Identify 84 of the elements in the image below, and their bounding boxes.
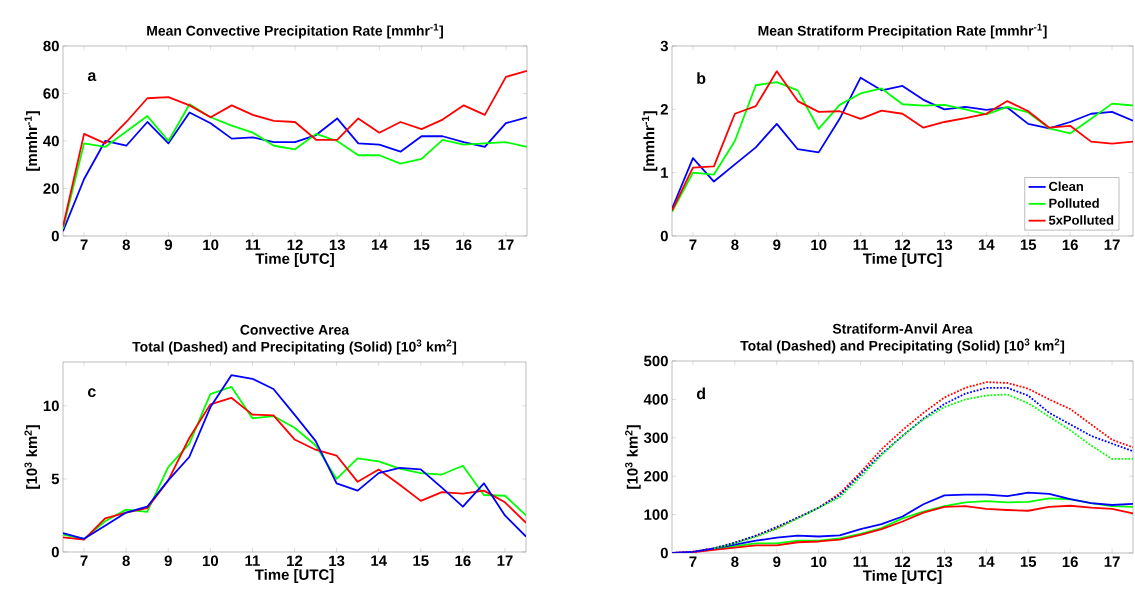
- x-tick-label: 15: [414, 239, 430, 250]
- x-tick-label: 14: [371, 239, 388, 250]
- y-tick-label: 100: [644, 509, 668, 520]
- y-tick-label: 10: [43, 400, 59, 412]
- x-tick-label: 8: [731, 556, 739, 568]
- x-tick-label: 16: [1062, 556, 1078, 568]
- y-axis-title: [mmhr$^{-1}$]: [641, 111, 658, 171]
- annotation: c: [87, 388, 96, 398]
- x-tick-label: 16: [1062, 239, 1078, 251]
- x-tick-label: 17: [1104, 239, 1120, 250]
- x-tick-label: 17: [497, 555, 513, 566]
- x-tick-label: 8: [122, 555, 130, 567]
- y-tick-label: 60: [43, 88, 59, 99]
- x-axis-title: Time [UTC]: [862, 569, 942, 584]
- x-tick-label: 11: [245, 239, 261, 250]
- x-tick-label: 17: [1104, 556, 1120, 567]
- y-tick-label: 3: [660, 40, 668, 52]
- x-tick-label: 7: [689, 556, 697, 567]
- y-tick-label: 200: [644, 470, 668, 482]
- x-tick-label: 7: [80, 555, 88, 566]
- x-tick-label: 9: [773, 239, 781, 251]
- x-tick-label: 15: [413, 555, 429, 566]
- x-tick-label: 11: [853, 239, 869, 250]
- annotation: a: [87, 72, 97, 82]
- chart-subtitle: Total (Dashed) and Precipitating (Solid) [10$^{3}$ km$^{2}$]: [132, 339, 457, 355]
- x-tick-label: 15: [1020, 239, 1037, 250]
- x-tick-label: 12: [287, 555, 303, 566]
- x-tick-label: 12: [895, 556, 911, 567]
- y-tick-label: 0: [51, 546, 59, 558]
- x-tick-label: 10: [203, 239, 219, 251]
- x-tick-label: 13: [937, 239, 953, 251]
- x-tick-label: 17: [498, 239, 514, 250]
- x-tick-label: 14: [978, 239, 995, 250]
- chart-title: Mean Convective Precipitation Rate [mmhr$^{-1}$]: [147, 23, 443, 39]
- x-tick-label: 7: [689, 239, 697, 250]
- x-tick-label: 12: [287, 239, 303, 250]
- y-tick-label: 0: [660, 230, 668, 242]
- x-tick-label: 11: [245, 555, 260, 566]
- x-tick-label: 15: [1020, 556, 1037, 567]
- y-axis-title: [10$^{3}$ km$^{2}$]: [24, 425, 41, 489]
- x-tick-label: 10: [811, 556, 827, 568]
- x-tick-label: 12: [895, 239, 911, 250]
- line-series: [63, 70, 527, 228]
- x-tick-label: 11: [853, 556, 869, 567]
- x-tick-label: 13: [937, 556, 953, 568]
- x-tick-label: 9: [773, 556, 781, 568]
- legend-label: Clean: [1049, 181, 1083, 192]
- x-tick-label: 9: [164, 555, 172, 567]
- y-tick-label: 0: [51, 230, 59, 242]
- legend-label: Polluted: [1049, 198, 1099, 208]
- x-tick-label: 10: [202, 555, 219, 567]
- y-tick-label: 500: [644, 355, 668, 367]
- x-tick-label: 8: [122, 239, 130, 251]
- legend-label: 5xPolluted: [1048, 215, 1114, 225]
- annotation: b: [697, 72, 706, 85]
- y-tick-label: 1: [661, 167, 669, 178]
- x-tick-label: 14: [978, 556, 995, 567]
- y-tick-label: 5: [51, 473, 60, 485]
- y-tick-label: 300: [643, 432, 668, 444]
- x-tick-label: 13: [329, 239, 345, 251]
- x-tick-label: 14: [371, 555, 387, 566]
- chart-title: Convective Area: [240, 324, 350, 335]
- y-tick-label: 0: [660, 547, 668, 559]
- y-tick-label: 2: [660, 104, 668, 115]
- y-tick-label: 400: [643, 394, 668, 405]
- y-tick-label: 80: [43, 40, 59, 52]
- x-tick-label: 8: [731, 239, 739, 251]
- x-tick-label: 16: [456, 239, 472, 251]
- chart-title: Stratiform-Anvil Area: [832, 323, 973, 334]
- x-tick-label: 9: [164, 239, 173, 251]
- y-axis-title: [mmhr$^{-1}$]: [24, 111, 41, 171]
- chart-subtitle: Total (Dashed) and Precipitating (Solid) [10$^{3}$ km$^{2}$]: [740, 338, 1065, 354]
- x-tick-label: 13: [329, 555, 345, 567]
- x-tick-label: 16: [455, 555, 471, 567]
- y-axis-title: [10$^{3}$ km$^{2}$]: [625, 425, 641, 489]
- x-axis-title: Time [UTC]: [254, 568, 334, 583]
- y-tick-label: 40: [43, 135, 59, 147]
- x-tick-label: 7: [80, 239, 88, 250]
- chart-title: Mean Stratiform Precipitation Rate [mmhr$^{-1}$]: [758, 23, 1047, 39]
- x-axis-title: Time [UTC]: [862, 252, 942, 267]
- annotation: d: [696, 387, 705, 400]
- x-tick-label: 10: [811, 239, 827, 251]
- y-tick-label: 20: [43, 183, 59, 194]
- x-axis-title: Time [UTC]: [255, 252, 334, 267]
